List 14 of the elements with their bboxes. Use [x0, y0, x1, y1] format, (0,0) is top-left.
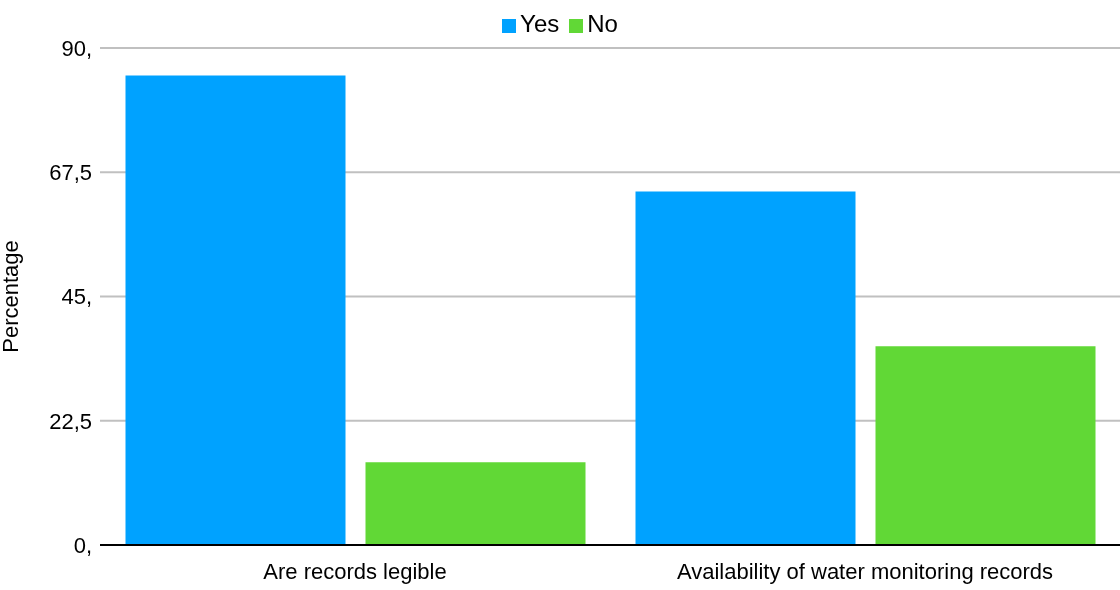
y-tick-label: 90,	[61, 35, 92, 61]
y-tick-label: 0,	[73, 532, 92, 558]
y-tick-label: 67,5	[49, 160, 92, 186]
legend-label: No	[587, 10, 618, 37]
bar	[635, 191, 856, 545]
legend-label: Yes	[520, 10, 560, 37]
x-tick-label: Availability of water monitoring records	[676, 558, 1054, 584]
bar	[875, 346, 1096, 545]
x-tick-label: Are records legible	[263, 558, 447, 584]
bar	[125, 75, 346, 545]
y-axis-title: Percentage	[0, 240, 23, 353]
y-tick-label: 22,5	[49, 408, 92, 434]
bar	[365, 462, 586, 545]
y-tick-label: 45,	[61, 284, 92, 310]
